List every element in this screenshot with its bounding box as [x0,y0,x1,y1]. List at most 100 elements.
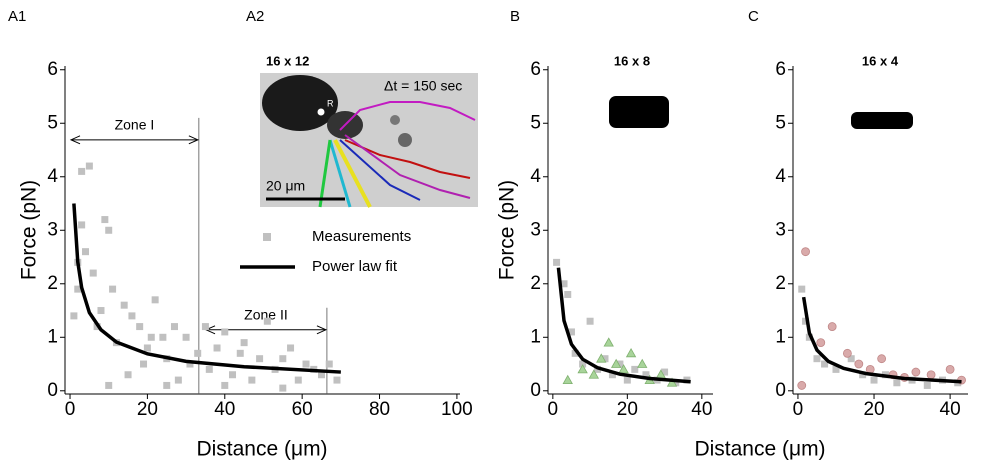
point [945,364,955,374]
y-tick-label: 5 [530,112,541,133]
point [97,307,105,315]
point [843,348,852,358]
x-tick-label: 40 [214,399,235,420]
zone-label: Zone II [244,306,288,322]
x-tick-label: 20 [863,399,884,420]
point [201,323,209,331]
point [608,371,616,379]
y-tick-label: 5 [775,112,786,133]
point [567,328,575,336]
point [333,376,341,384]
point [854,359,864,369]
legend-key [263,233,271,241]
point [618,364,629,374]
point [82,248,90,256]
point [596,353,607,363]
fit-line [556,267,691,384]
point [317,371,325,379]
point [827,322,837,331]
point [101,216,109,224]
point [287,344,295,352]
point [279,384,287,392]
point [163,381,171,389]
y-tick-label: 6 [775,59,786,80]
point [877,354,887,364]
x-tick-label: 20 [137,399,158,420]
point [816,338,826,348]
panel-label: C [748,8,759,25]
point [147,333,155,341]
point [248,376,256,384]
point [109,285,117,293]
fit-line [801,296,962,384]
point [236,349,244,357]
y-tick-label: 4 [47,166,58,187]
cell-shape [609,96,669,128]
y-tick-label: 3 [775,219,786,240]
point [74,285,82,293]
cell-shape [851,112,913,129]
point [186,360,194,368]
point [302,360,310,368]
y-tick-label: 0 [775,380,786,401]
point [798,285,806,293]
point [832,365,840,373]
y-tick-label: 1 [775,326,786,347]
point [105,381,113,389]
point [603,337,614,347]
y-tick-label: 4 [775,166,786,187]
point [205,365,213,373]
y-tick-label: 4 [530,166,541,187]
point [70,312,78,320]
point [240,339,248,347]
point [78,221,86,229]
point [159,333,167,341]
y-axis-label: Force (pN) [496,180,519,280]
point [143,344,151,352]
point [601,355,609,363]
zone-label: Zone I [115,117,155,133]
point [666,377,678,387]
point [136,323,144,331]
point [560,280,568,288]
point [128,312,136,320]
point [124,371,132,379]
panel-label: A1 [8,8,26,25]
y-tick-label: 3 [47,219,58,240]
point [847,355,855,363]
point [821,360,829,368]
point [637,358,648,368]
point [105,226,113,234]
point [229,371,237,379]
x-tick-label: 0 [65,399,76,420]
point [911,367,921,377]
point [661,368,669,376]
y-tick-label: 6 [47,59,58,80]
y-tick-label: 6 [530,59,541,80]
x-tick-label: 0 [548,399,559,420]
x-tick-label: 0 [793,399,804,420]
chart-title: 16 x 4 [862,53,899,68]
x-tick-label: 20 [617,399,638,420]
y-tick-label: 2 [530,273,541,294]
legend-label: Measurements [312,228,411,245]
point [564,290,572,298]
panel-label: B [510,8,520,25]
x-axis-label: Distance (μm) [196,438,327,461]
point [279,355,287,363]
point [294,376,302,384]
point [579,360,587,368]
x-axis-label: Distance (μm) [694,438,825,461]
point [813,355,821,363]
x-tick-label: 40 [691,399,712,420]
arrow-head [316,325,328,335]
y-axis-label: Force (pN) [18,180,41,280]
point [263,317,271,325]
point [926,370,936,380]
point [923,381,931,389]
y-tick-label: 2 [775,273,786,294]
y-tick-label: 3 [530,219,541,240]
point [623,376,631,384]
inset-image [260,73,478,208]
point [325,360,333,368]
